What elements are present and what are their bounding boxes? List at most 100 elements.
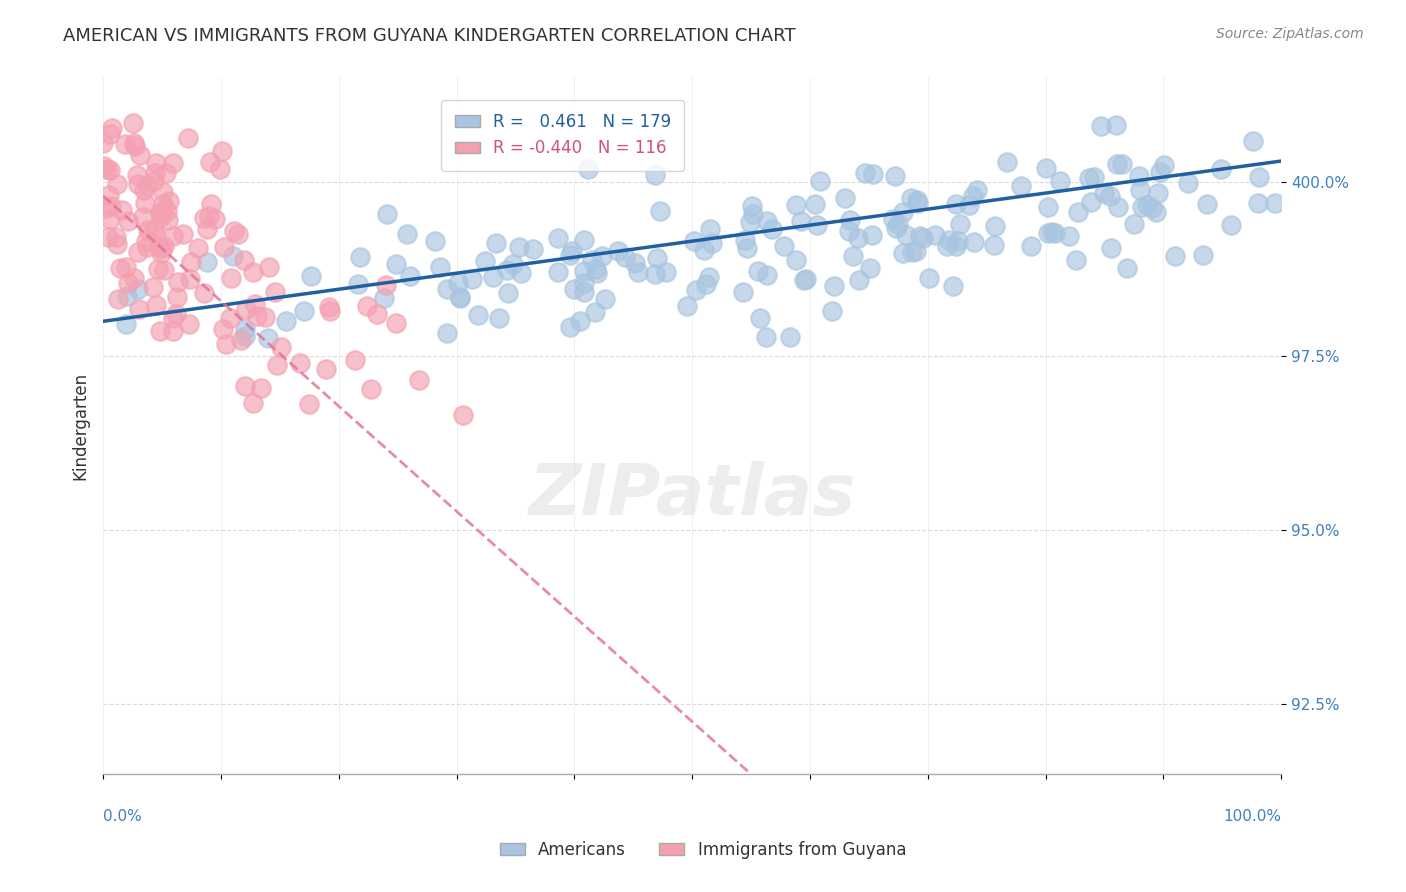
Point xyxy=(846,231,869,245)
Point xyxy=(794,272,817,286)
Point xyxy=(1128,169,1150,183)
Point xyxy=(1164,249,1187,263)
Point xyxy=(1209,162,1232,177)
Point xyxy=(162,156,184,170)
Point xyxy=(150,245,173,260)
Point xyxy=(91,136,114,151)
Point xyxy=(153,263,176,277)
Point xyxy=(648,203,671,218)
Point xyxy=(1035,161,1057,175)
Point xyxy=(1080,194,1102,209)
Point xyxy=(146,261,169,276)
Point xyxy=(243,297,266,311)
Point xyxy=(150,241,173,255)
Text: AMERICAN VS IMMIGRANTS FROM GUYANA KINDERGARTEN CORRELATION CHART: AMERICAN VS IMMIGRANTS FROM GUYANA KINDE… xyxy=(63,27,796,45)
Point xyxy=(198,210,221,224)
Point xyxy=(1036,226,1059,240)
Legend: R =   0.461   N = 179, R = -0.440   N = 116: R = 0.461 N = 179, R = -0.440 N = 116 xyxy=(441,100,685,170)
Point xyxy=(97,188,120,202)
Point xyxy=(779,330,801,344)
Point xyxy=(98,162,121,177)
Point xyxy=(583,305,606,319)
Point xyxy=(1144,204,1167,219)
Point xyxy=(692,243,714,257)
Point xyxy=(731,285,754,299)
Point xyxy=(547,265,569,279)
Point xyxy=(695,277,717,292)
Point xyxy=(235,302,257,317)
Point xyxy=(152,197,174,211)
Point xyxy=(242,265,264,279)
Point xyxy=(918,270,941,285)
Point xyxy=(193,211,215,226)
Point xyxy=(1130,201,1153,215)
Point xyxy=(907,195,929,210)
Point xyxy=(591,249,613,263)
Point xyxy=(558,319,581,334)
Point xyxy=(946,234,969,248)
Point xyxy=(423,234,446,248)
Point xyxy=(1195,197,1218,211)
Point xyxy=(742,206,765,220)
Point xyxy=(1104,118,1126,132)
Point xyxy=(467,308,489,322)
Point xyxy=(1264,196,1286,211)
Point xyxy=(581,252,603,267)
Point xyxy=(114,136,136,151)
Point xyxy=(105,229,128,244)
Point xyxy=(700,235,723,250)
Point xyxy=(124,138,146,153)
Point xyxy=(904,244,927,258)
Point xyxy=(772,239,794,253)
Point xyxy=(485,236,508,251)
Point xyxy=(349,250,371,264)
Point xyxy=(1099,189,1122,203)
Point xyxy=(891,204,914,219)
Point xyxy=(860,227,883,242)
Point xyxy=(1107,200,1129,214)
Point xyxy=(226,227,249,241)
Point xyxy=(94,201,117,215)
Point xyxy=(901,244,924,259)
Point xyxy=(318,304,340,318)
Point xyxy=(149,324,172,338)
Point xyxy=(785,198,807,212)
Point xyxy=(105,178,128,192)
Point xyxy=(983,238,1005,252)
Point xyxy=(804,197,827,211)
Point xyxy=(938,233,960,247)
Point xyxy=(200,155,222,169)
Point xyxy=(165,307,187,321)
Point xyxy=(1149,165,1171,179)
Point xyxy=(395,227,418,241)
Point xyxy=(374,278,396,293)
Point xyxy=(821,304,844,318)
Point xyxy=(447,276,470,290)
Point xyxy=(270,340,292,354)
Point xyxy=(136,240,159,254)
Point xyxy=(136,223,159,237)
Point xyxy=(180,255,202,269)
Point xyxy=(859,260,882,275)
Point xyxy=(593,292,616,306)
Point xyxy=(561,244,583,258)
Point xyxy=(606,244,628,258)
Point xyxy=(838,213,860,227)
Point xyxy=(755,213,778,227)
Point xyxy=(808,174,831,188)
Point xyxy=(891,245,914,260)
Point xyxy=(574,233,596,247)
Point xyxy=(149,205,172,219)
Point xyxy=(1078,171,1101,186)
Text: 100.0%: 100.0% xyxy=(1223,809,1281,824)
Point xyxy=(451,409,474,423)
Point xyxy=(200,197,222,211)
Point xyxy=(135,178,157,193)
Point xyxy=(488,310,510,325)
Point xyxy=(229,333,252,347)
Point xyxy=(150,210,173,224)
Point xyxy=(436,326,458,340)
Point xyxy=(924,228,946,243)
Point xyxy=(135,235,157,249)
Point xyxy=(957,198,980,212)
